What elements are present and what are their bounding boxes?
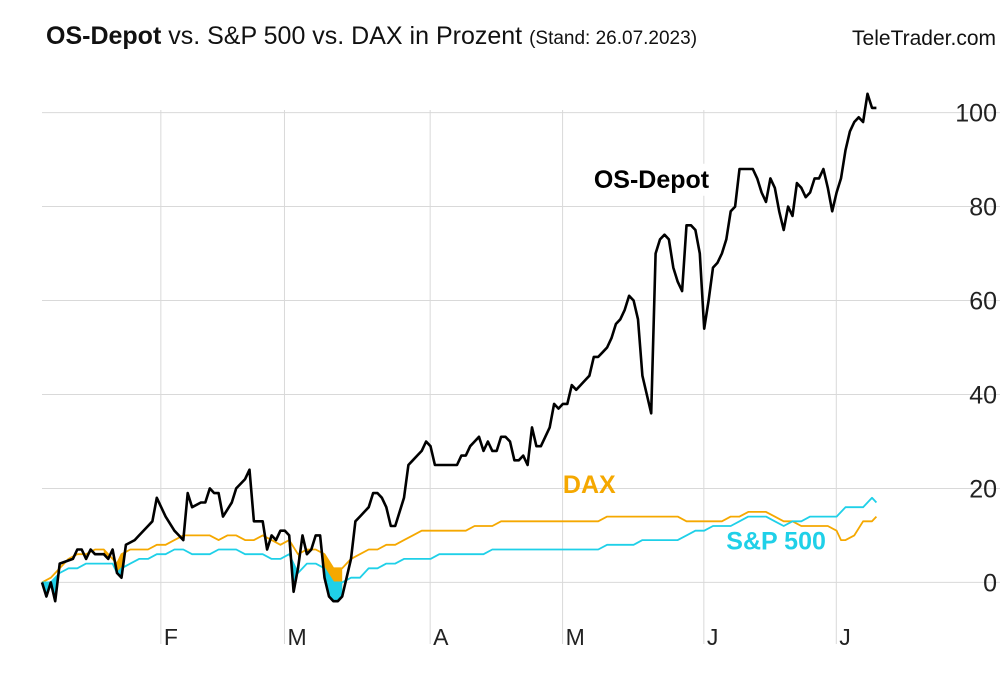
gridlines: [42, 110, 1000, 644]
series-line-s-p-500: [42, 496, 878, 584]
y-tick-label: 80: [969, 194, 997, 222]
chart-title-bold: OS-Depot: [46, 22, 162, 50]
sp-underperformance-fill: [103, 563, 126, 578]
y-tick-label: 20: [969, 475, 997, 503]
x-tick-label: J: [707, 624, 719, 650]
chart-header: OS-Depot vs. S&P 500 vs. DAX in Prozent …: [46, 22, 697, 51]
x-tick-label: M: [287, 624, 306, 650]
y-axis-ticks: 0 20 40 60 80 100: [955, 100, 997, 598]
series-labels: OS-Depot DAX S&P 500: [563, 163, 826, 556]
chart-date-stamp: (Stand: 26.07.2023): [529, 28, 698, 49]
y-tick-label: 40: [969, 381, 997, 409]
brand-label: TeleTrader.com: [852, 27, 996, 50]
x-tick-label: A: [433, 624, 449, 650]
series-line-os-depot: [40, 92, 877, 603]
series-label-s-p-500: S&P 500: [726, 528, 826, 556]
x-tick-label: J: [839, 624, 851, 650]
sp-underperformance-fill: [289, 554, 343, 602]
series-lines: [40, 92, 878, 603]
label-background: [589, 163, 720, 196]
x-tick-label: F: [164, 624, 178, 650]
y-tick-label: 0: [983, 569, 997, 597]
x-tick-label: M: [566, 624, 585, 650]
series-line-dax: [41, 511, 878, 584]
y-tick-label: 100: [955, 100, 997, 128]
chart-title-rest: vs. S&P 500 vs. DAX in Prozent: [161, 22, 523, 50]
series-label-dax: DAX: [563, 471, 616, 499]
series-label-os-depot: OS-Depot: [594, 166, 710, 194]
y-tick-label: 60: [969, 288, 997, 316]
